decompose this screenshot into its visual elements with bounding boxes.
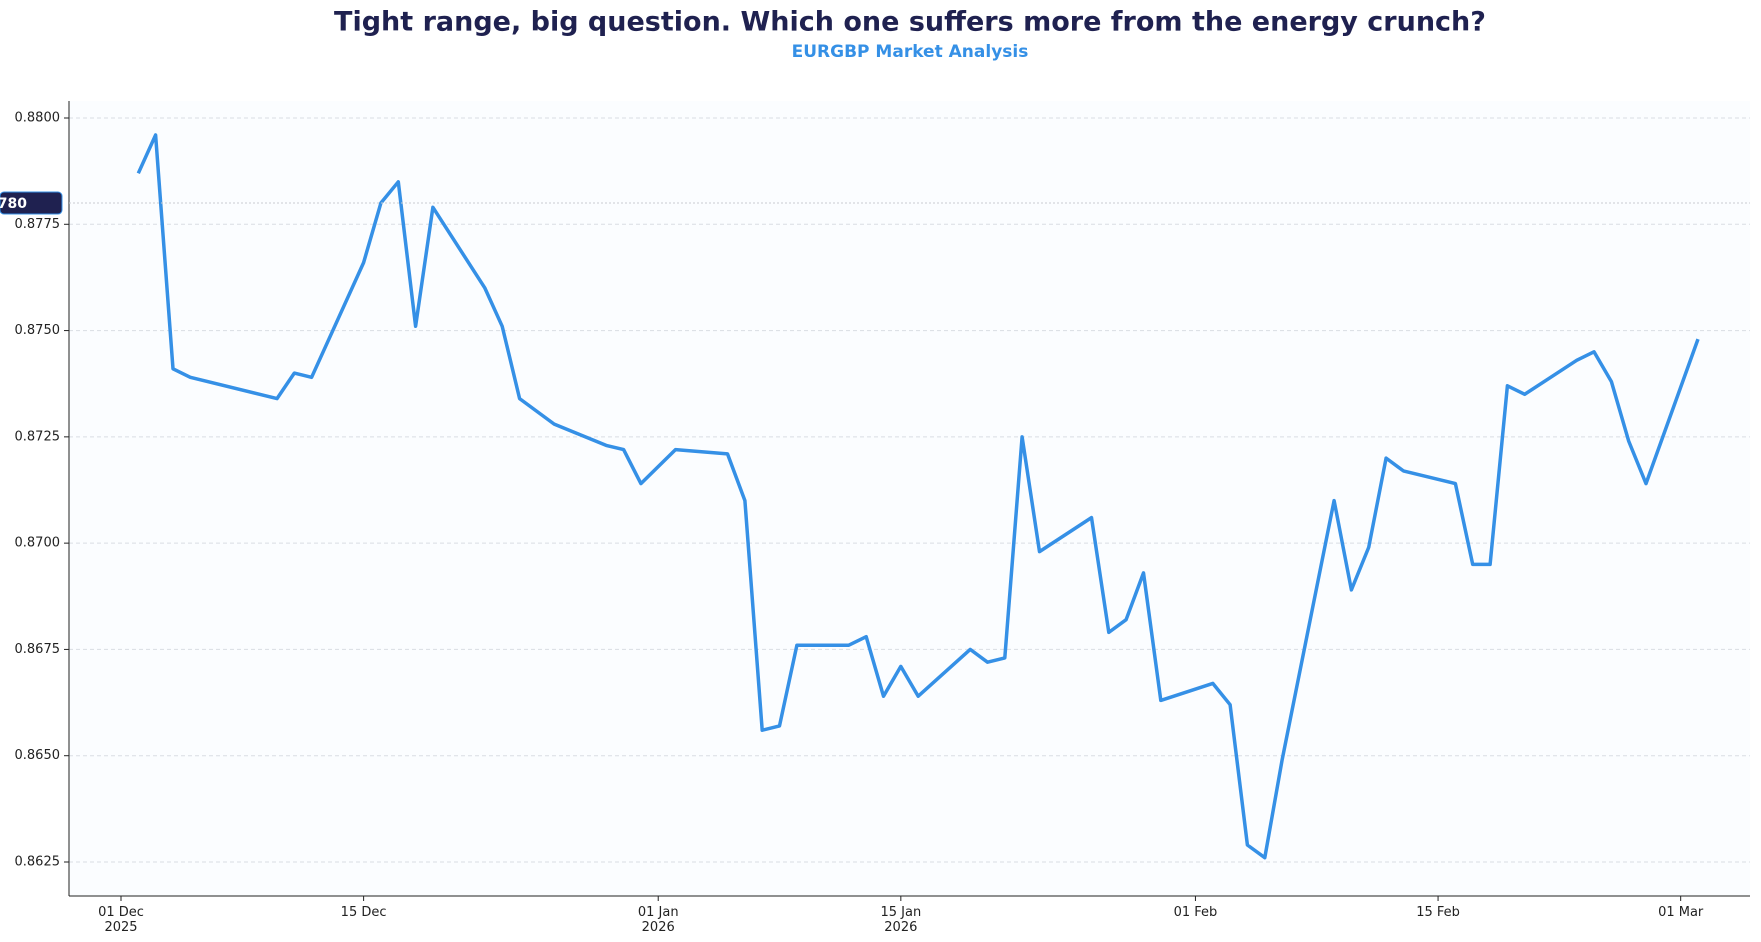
y-tick-label: 0.8800 xyxy=(15,111,61,126)
y-tick-label: 0.8750 xyxy=(15,323,61,338)
y-tick-label: 0.8675 xyxy=(15,642,61,657)
last-value-label: 0.8780 xyxy=(0,196,27,212)
price-line xyxy=(136,133,1700,860)
y-tick-label: 0.8625 xyxy=(15,854,61,869)
x-tick-label: 15 Dec xyxy=(341,905,387,920)
x-tick-label: 01 Jan 2026 xyxy=(638,905,679,935)
x-tick-label: 15 Jan 2026 xyxy=(880,905,921,935)
y-tick-label: 0.8775 xyxy=(15,217,61,232)
chart-title: Tight range, big question. Which one suf… xyxy=(334,7,1486,38)
plot-background xyxy=(69,101,1750,896)
y-tick-label: 0.8725 xyxy=(15,429,61,444)
x-tick-label: 15 Feb xyxy=(1416,905,1460,920)
chart-subtitle: EURGBP Market Analysis xyxy=(792,42,1029,62)
x-tick-label: 01 Dec 2025 xyxy=(98,905,144,935)
last-value-badge xyxy=(0,191,63,215)
x-tick-label: 01 Feb xyxy=(1174,905,1218,920)
x-tick-label: 01 Mar xyxy=(1658,905,1704,920)
y-tick-label: 0.8650 xyxy=(15,748,61,763)
y-tick-label: 0.8700 xyxy=(15,536,61,551)
